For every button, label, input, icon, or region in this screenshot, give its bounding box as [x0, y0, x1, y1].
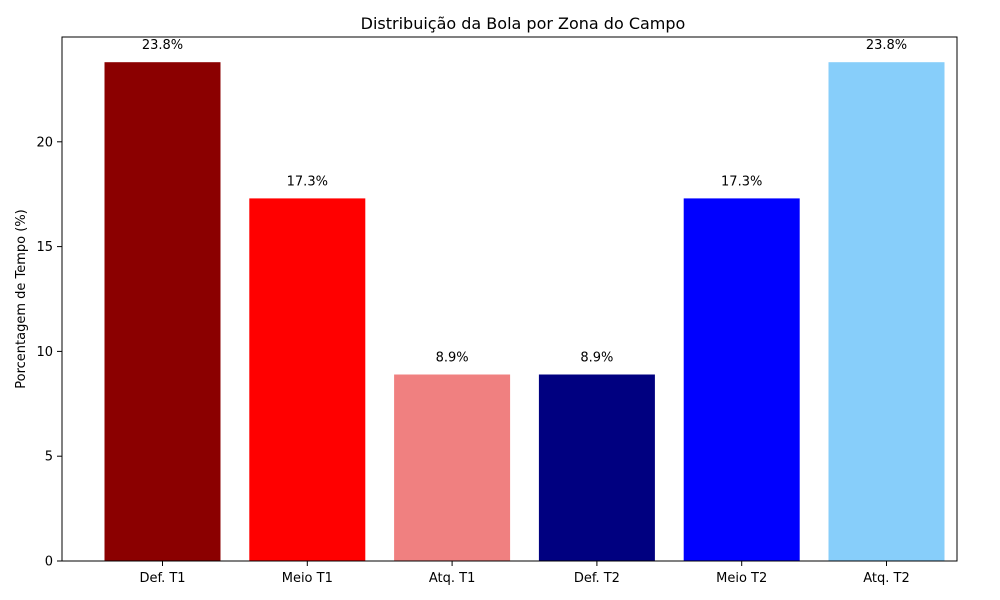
x-tick-label-4: Meio T2 [716, 571, 767, 586]
data-label-5: 23.8% [866, 38, 907, 53]
bar-4 [683, 198, 800, 561]
y-tick-label-0: 0 [45, 555, 53, 570]
y-tick-label-4: 20 [36, 135, 53, 150]
bars-group [104, 62, 945, 561]
data-label-3: 8.9% [580, 351, 613, 366]
y-tick-label-2: 10 [36, 345, 53, 360]
bar-3 [538, 374, 655, 561]
bar-0 [104, 62, 221, 561]
y-tick-label-3: 15 [36, 240, 53, 255]
plot-frame [61, 36, 958, 562]
data-label-1: 17.3% [287, 174, 328, 189]
x-tick-label-1: Meio T1 [282, 571, 333, 586]
bar-2 [394, 374, 511, 561]
chart-title: Distribuição da Bola por Zona do Campo [361, 14, 686, 33]
x-axis-ticks: Def. T1 Meio T1 Atq. T1 Def. T2 Meio T2 Atq. … [139, 561, 910, 586]
data-label-4: 17.3% [721, 174, 762, 189]
data-labels-group: 23.8% 17.3% 8.9% 8.9% 17.3% 23.8% [142, 38, 907, 365]
data-label-2: 8.9% [436, 351, 469, 366]
x-tick-label-0: Def. T1 [139, 571, 185, 586]
y-tick-label-1: 5 [45, 450, 53, 465]
data-label-0: 23.8% [142, 38, 183, 53]
bar-1 [249, 198, 366, 561]
x-tick-label-3: Def. T2 [574, 571, 620, 586]
x-tick-label-5: Atq. T2 [863, 571, 910, 586]
bar-5 [828, 62, 945, 561]
y-axis-ticks: 0 5 10 15 20 [36, 135, 62, 570]
y-axis-label: Porcentagem de Tempo (%) [14, 209, 29, 389]
x-tick-label-2: Atq. T1 [429, 571, 476, 586]
